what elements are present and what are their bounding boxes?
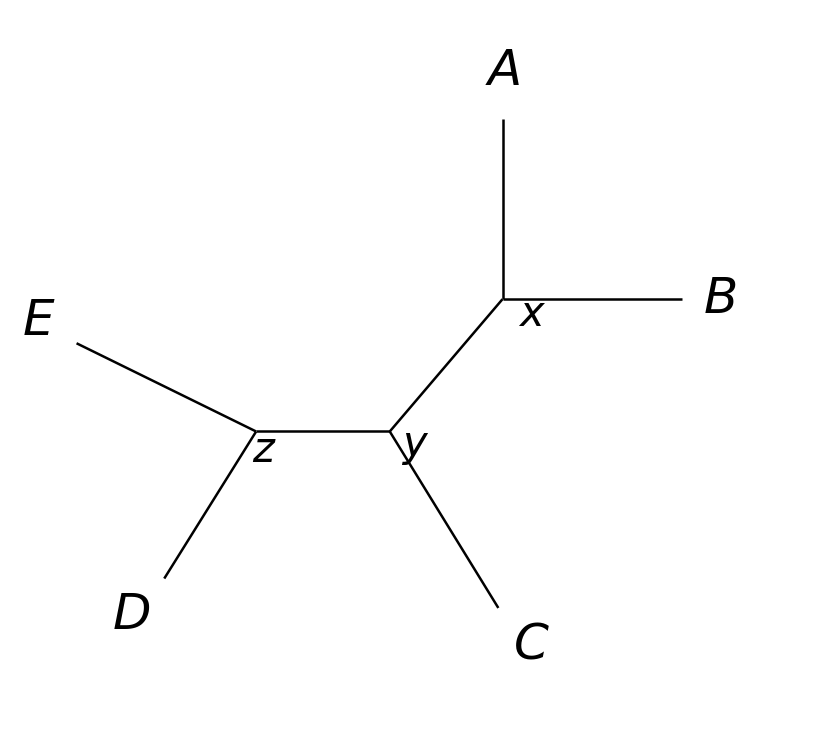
- Text: $\mathit{x}$: $\mathit{x}$: [518, 293, 546, 335]
- Text: $\mathit{C}$: $\mathit{C}$: [514, 620, 550, 669]
- Text: $\mathit{y}$: $\mathit{y}$: [401, 425, 429, 467]
- Text: $\mathit{z}$: $\mathit{z}$: [252, 429, 277, 471]
- Text: $\mathit{B}$: $\mathit{B}$: [703, 275, 737, 324]
- Text: $\mathit{D}$: $\mathit{D}$: [111, 590, 150, 640]
- Text: $\mathit{A}$: $\mathit{A}$: [485, 46, 520, 96]
- Text: $\mathit{E}$: $\mathit{E}$: [23, 297, 55, 346]
